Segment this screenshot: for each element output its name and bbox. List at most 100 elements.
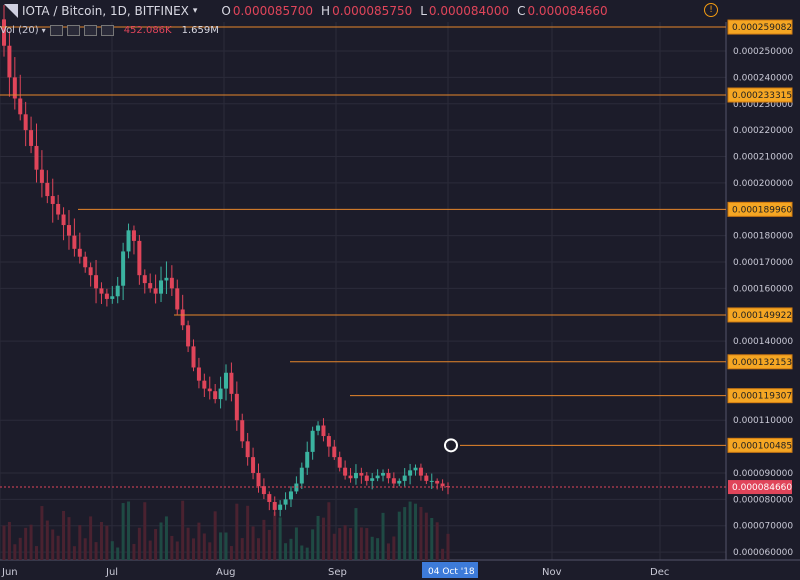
volume-bar — [67, 517, 71, 560]
close-icon[interactable] — [83, 24, 97, 36]
volume-bar — [397, 511, 401, 560]
candle-body — [164, 277, 169, 281]
volume-bar — [278, 517, 282, 560]
y-tick-label: 0.000220000 — [733, 126, 793, 136]
volume-bar — [29, 524, 33, 560]
candle-body — [39, 169, 44, 183]
candle-body — [418, 467, 423, 476]
y-tick-label: 0.000090000 — [733, 469, 793, 479]
candle-body — [180, 309, 185, 326]
candle-body — [278, 504, 283, 510]
candle-body — [121, 251, 126, 286]
volume-bar — [332, 533, 336, 560]
open-label: O — [221, 4, 231, 18]
volume-bar — [316, 515, 320, 560]
y-tick-label: 0.000170000 — [733, 258, 793, 268]
y-tick-label: 0.000140000 — [733, 337, 793, 347]
candle-body — [413, 467, 418, 471]
candle-body — [191, 346, 196, 368]
volume-bar — [105, 525, 109, 560]
candle-body — [159, 280, 164, 294]
volume-bar — [419, 506, 423, 560]
price-level-label: 0.000259082 — [732, 23, 792, 33]
y-tick-label: 0.000210000 — [733, 153, 793, 163]
volume-bar — [256, 538, 260, 560]
candle-body — [299, 467, 304, 484]
y-tick-label: 0.000180000 — [733, 232, 793, 242]
volume-bar — [186, 527, 190, 560]
volume-bar — [83, 538, 87, 560]
candle-body — [251, 457, 256, 473]
volume-bar — [294, 527, 298, 560]
volume-bar — [143, 502, 147, 560]
price-level-label: 0.000119307 — [732, 392, 792, 402]
volume-bar — [192, 538, 196, 560]
last-price-tag — [728, 480, 792, 495]
volume-bar — [51, 529, 55, 560]
volume-bar — [148, 540, 152, 560]
y-tick-label: 0.000250000 — [733, 47, 793, 57]
candle-body — [370, 478, 375, 481]
candle-body — [186, 325, 191, 347]
volume-bar — [7, 521, 11, 560]
price-level-label: 0.000189960 — [732, 205, 792, 215]
volume-bar — [159, 522, 163, 560]
volume-bar — [311, 529, 315, 560]
visibility-toggle-icon[interactable] — [49, 24, 63, 36]
candle-body — [429, 480, 434, 482]
volume-dropdown-icon[interactable]: ▾ — [41, 25, 46, 35]
more-icon[interactable] — [100, 24, 114, 36]
volume-bar — [446, 533, 450, 560]
candle-body — [261, 486, 266, 495]
volume-bar — [89, 516, 93, 560]
price-level-label: 0.000132153 — [732, 358, 792, 368]
y-tick-label: 0.000200000 — [733, 179, 793, 189]
candle-body — [267, 494, 272, 502]
symbol-title[interactable]: IOTA / Bitcoin, 1D, BITFINEX — [22, 4, 189, 18]
price-level-tag — [727, 201, 793, 217]
alert-icon[interactable]: ! — [704, 3, 718, 17]
volume-bar — [321, 517, 325, 560]
volume-bar — [40, 506, 44, 560]
volume-label[interactable]: Vol (20) — [0, 24, 39, 36]
volume-bar — [381, 512, 385, 560]
volume-bar — [246, 505, 250, 560]
price-level-tag — [727, 307, 793, 323]
volume-bar — [224, 532, 228, 560]
volume-bar — [343, 525, 347, 560]
volume-bar — [370, 536, 374, 560]
x-tick-label: Sep — [328, 567, 347, 578]
candle-body — [7, 45, 12, 78]
settings-icon[interactable] — [66, 24, 80, 36]
candle-body — [94, 275, 99, 289]
candle-body — [229, 372, 234, 394]
candle-body — [77, 248, 82, 257]
candle-body — [213, 391, 218, 400]
volume-bar — [219, 532, 223, 560]
candle-body — [18, 98, 23, 115]
low-label: L — [420, 4, 427, 18]
candle-body — [234, 393, 239, 421]
candle-body — [397, 480, 402, 484]
drawing-handle-icon[interactable] — [444, 438, 458, 453]
candle-body — [50, 196, 55, 204]
candle-body — [126, 230, 131, 252]
volume-bar — [441, 548, 445, 560]
candle-body — [45, 182, 50, 197]
volume-bar — [213, 511, 217, 560]
candle-body — [343, 467, 348, 476]
candle-body — [440, 483, 445, 487]
candle-body — [2, 19, 6, 46]
price-level-label: 0.000233315 — [732, 91, 792, 101]
candle-body — [29, 130, 34, 146]
symbol-dropdown-icon[interactable]: ▾ — [192, 6, 198, 16]
candle-body — [391, 478, 396, 484]
close-value: 0.000084660 — [527, 4, 608, 18]
volume-value-2: 1.659M — [181, 24, 219, 36]
volume-bar — [99, 521, 103, 560]
candle-body — [218, 388, 223, 400]
volume-bar — [132, 543, 136, 560]
tradingview-logo-icon — [4, 4, 18, 18]
